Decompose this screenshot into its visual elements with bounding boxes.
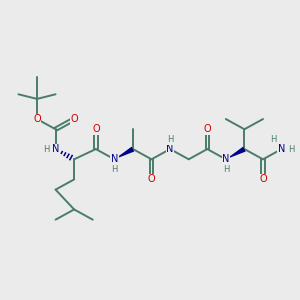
Text: N: N	[167, 144, 174, 154]
Text: H: H	[270, 135, 276, 144]
Text: N: N	[278, 144, 285, 154]
Polygon shape	[114, 147, 134, 159]
Text: N: N	[222, 154, 230, 164]
Text: O: O	[148, 174, 155, 184]
Text: O: O	[259, 174, 267, 184]
Text: O: O	[92, 124, 100, 134]
Text: H: H	[111, 165, 118, 174]
Text: N: N	[111, 154, 118, 164]
Text: H: H	[288, 145, 294, 154]
Text: H: H	[167, 135, 173, 144]
Text: O: O	[203, 124, 211, 134]
Text: H: H	[43, 145, 50, 154]
Text: N: N	[52, 144, 59, 154]
Polygon shape	[226, 147, 246, 159]
Text: O: O	[33, 114, 41, 124]
Text: O: O	[70, 114, 78, 124]
Text: H: H	[223, 165, 229, 174]
